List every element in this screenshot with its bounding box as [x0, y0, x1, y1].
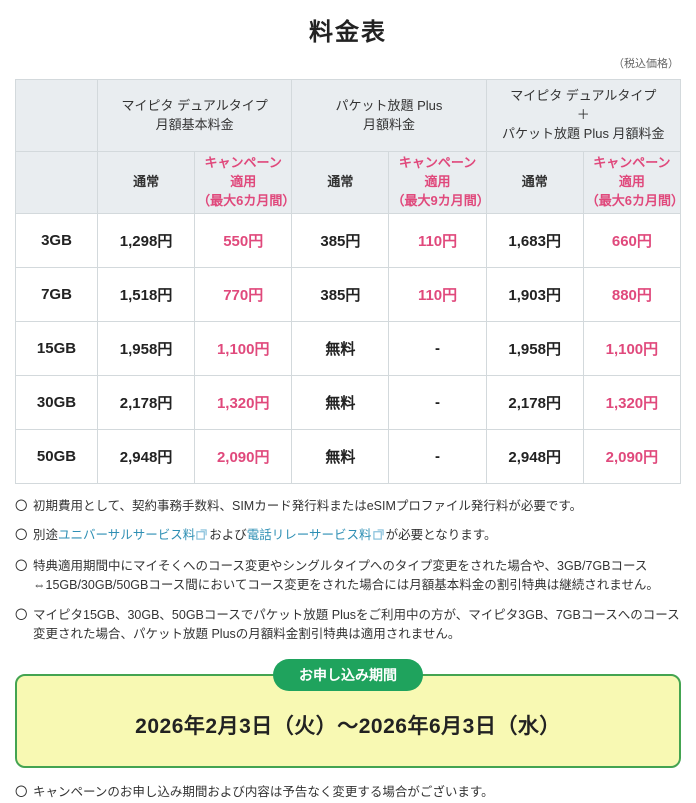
campaign-price-cell: 1,100円	[582, 321, 682, 376]
price-cell: 2,178円	[485, 375, 584, 430]
price-cell: 1,958円	[485, 321, 584, 376]
plan-label: 15GB	[15, 321, 98, 376]
note-extra-service-fees: 〇 別途ユニバーサルサービス料 および電話リレーサービス料 が必要となります。	[15, 526, 681, 546]
price-cell: 385円	[291, 267, 390, 322]
sub-header-campaign-3: キャンペーン 適用 （最大6カ月間）	[582, 151, 682, 214]
corner-cell-2	[15, 151, 98, 214]
note-text: 初期費用として、契約事務手数料、SIMカード発行料またはeSIMプロファイル発行…	[33, 499, 583, 513]
price-table: マイピタ デュアルタイプ 月額基本料金 パケット放題 Plus 月額料金 マイピ…	[15, 79, 682, 484]
note-text-suffix: が必要となります。	[385, 528, 497, 543]
price-cell: 1,958円	[96, 321, 196, 376]
plan-label: 50GB	[15, 429, 98, 484]
price-cell: 無料	[291, 321, 390, 376]
note-course-change: 〇 特典適用期間中にマイそくへのコース変更やシングルタイプへのタイプ変更をされた…	[15, 557, 681, 596]
tax-included-note: （税込価格）	[613, 58, 679, 70]
table-row: 30GB 2,178円 1,320円 無料 - 2,178円 1,320円	[15, 375, 682, 430]
campaign-price-cell: 2,090円	[582, 429, 682, 484]
campaign-price-cell: 880円	[582, 267, 682, 322]
campaign-price-cell: -	[388, 321, 487, 376]
price-cell: 1,903円	[485, 267, 584, 322]
price-cell: 1,518円	[96, 267, 196, 322]
table-row: 3GB 1,298円 550円 385円 110円 1,683円 660円	[15, 213, 682, 268]
phone-relay-fee-link[interactable]: 電話リレーサービス料	[246, 528, 372, 543]
price-cell: 無料	[291, 375, 390, 430]
table-sub-header-row: 通常 キャンペーン 適用 （最大6カ月間） 通常 キャンペーン 適用 （最大9カ…	[15, 151, 682, 214]
application-period-section: お申し込み期間 2026年2月3日（火）～2026年6月3日（水）	[15, 659, 681, 769]
plan-label: 30GB	[15, 375, 98, 430]
note-initial-fees: 〇 初期費用として、契約事務手数料、SIMカード発行料またはeSIMプロファイル…	[15, 497, 681, 516]
note-packet-discount: 〇 マイピタ15GB、30GB、50GBコースでパケット放題 Plusをご利用中…	[15, 606, 681, 645]
sub-header-campaign-2: キャンペーン 適用 （最大9カ月間）	[388, 151, 487, 214]
campaign-price-cell: 550円	[194, 213, 293, 268]
universal-service-fee-link[interactable]: ユニバーサルサービス料	[58, 528, 196, 543]
plan-label: 3GB	[15, 213, 98, 268]
note-marker: 〇	[15, 558, 28, 573]
note-marker: 〇	[15, 528, 28, 543]
campaign-price-cell: 110円	[388, 213, 487, 268]
table-group-header-row: マイピタ デュアルタイプ 月額基本料金 パケット放題 Plus 月額料金 マイピ…	[15, 79, 682, 152]
application-period-badge: お申し込み期間	[273, 659, 423, 692]
note-marker: 〇	[15, 785, 28, 800]
application-period-dates: 2026年2月3日（火）～2026年6月3日（水）	[135, 715, 561, 739]
price-cell: 1,298円	[96, 213, 196, 268]
note-campaign-change: 〇 キャンペーンのお申し込み期間および内容は予告なく変更する場合がございます。	[15, 783, 681, 802]
footer-note-section: 〇 キャンペーンのお申し込み期間および内容は予告なく変更する場合がございます。	[15, 783, 681, 802]
price-cell: 2,948円	[96, 429, 196, 484]
campaign-price-cell: -	[388, 429, 487, 484]
group-header-mypita: マイピタ デュアルタイプ 月額基本料金	[96, 79, 293, 152]
sub-header-normal-3: 通常	[485, 151, 584, 214]
campaign-price-cell: 660円	[582, 213, 682, 268]
corner-cell	[15, 79, 98, 152]
price-cell: 1,683円	[485, 213, 584, 268]
note-text: キャンペーンのお申し込み期間および内容は予告なく変更する場合がございます。	[33, 785, 494, 800]
note-text-prefix: 別途	[33, 528, 59, 543]
plan-label: 7GB	[15, 267, 98, 322]
sub-header-normal-1: 通常	[96, 151, 196, 214]
campaign-price-cell: 1,320円	[194, 375, 293, 430]
campaign-price-cell: 1,100円	[194, 321, 293, 376]
table-row: 7GB 1,518円 770円 385円 110円 1,903円 880円	[15, 267, 682, 322]
campaign-price-cell: 770円	[194, 267, 293, 322]
sub-header-campaign-1: キャンペーン 適用 （最大6カ月間）	[194, 151, 293, 214]
campaign-price-cell: 2,090円	[194, 429, 293, 484]
price-cell: 2,178円	[96, 375, 196, 430]
campaign-price-cell: -	[388, 375, 487, 430]
note-text: マイピタ15GB、30GB、50GBコースでパケット放題 Plusをご利用中の方…	[33, 607, 680, 641]
external-link-icon[interactable]	[196, 527, 207, 546]
table-row: 50GB 2,948円 2,090円 無料 - 2,948円 2,090円	[15, 429, 682, 484]
group-header-packet: パケット放題 Plus 月額料金	[291, 79, 487, 152]
campaign-price-cell: 1,320円	[582, 375, 682, 430]
group-header-combined: マイピタ デュアルタイプ ＋ パケット放題 Plus 月額料金	[485, 79, 682, 152]
price-cell: 2,948円	[485, 429, 584, 484]
page-title: 料金表	[309, 19, 387, 46]
sub-header-normal-2: 通常	[291, 151, 390, 214]
table-row: 15GB 1,958円 1,100円 無料 - 1,958円 1,100円	[15, 321, 682, 376]
campaign-price-cell: 110円	[388, 267, 487, 322]
note-text-middle: および	[209, 528, 247, 543]
external-link-icon[interactable]	[372, 527, 384, 546]
price-cell: 385円	[291, 213, 390, 268]
notes-section: 〇 初期費用として、契約事務手数料、SIMカード発行料またはeSIMプロファイル…	[15, 497, 681, 644]
price-cell: 無料	[291, 429, 390, 484]
note-marker: 〇	[15, 607, 28, 622]
note-marker: 〇	[15, 499, 28, 513]
note-text: 別途ユニバーサルサービス料 および電話リレーサービス料 が必要となります。	[33, 526, 681, 546]
note-text: 特典適用期間中にマイそくへのコース変更やシングルタイプへのタイプ変更をされた場合…	[33, 558, 659, 593]
